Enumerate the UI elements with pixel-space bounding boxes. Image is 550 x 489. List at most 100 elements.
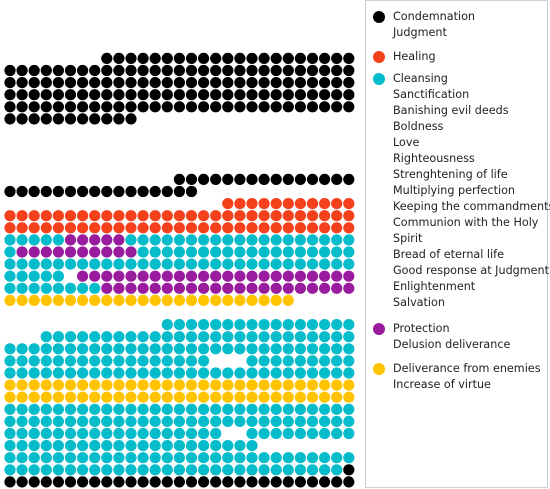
dot-mark	[185, 355, 198, 367]
dot-mark	[185, 258, 198, 270]
dot-mark	[113, 89, 125, 101]
dot-mark	[210, 415, 222, 427]
dot-mark	[101, 113, 113, 125]
legend-label: Condemnation	[393, 10, 476, 23]
dot-mark	[137, 415, 149, 427]
dot-mark	[64, 246, 77, 258]
dot-mark	[149, 391, 161, 403]
dot-mark	[306, 258, 319, 270]
dot-mark	[198, 101, 210, 113]
dot-mark	[294, 234, 306, 246]
dot-mark	[16, 64, 28, 77]
dot-mark	[77, 222, 89, 234]
dot-mark	[4, 343, 16, 355]
dot-mark	[77, 440, 89, 452]
dot-mark	[246, 476, 258, 488]
dot-mark	[198, 270, 210, 282]
dot-mark	[282, 222, 294, 234]
dot-mark	[258, 355, 270, 367]
dot-mark	[161, 355, 173, 367]
dot-mark	[113, 440, 125, 452]
dot-mark	[258, 198, 270, 210]
dot-mark	[343, 282, 355, 294]
dot-mark	[258, 391, 270, 403]
dot-mark	[113, 415, 125, 427]
dot-mark	[173, 367, 185, 379]
dot-mark	[331, 343, 343, 355]
dot-mark	[4, 367, 16, 379]
dot-mark	[210, 403, 222, 415]
dot-mark	[173, 89, 185, 101]
dot-mark	[198, 476, 210, 488]
dot-mark	[331, 270, 343, 282]
dot-mark	[222, 222, 234, 234]
dot-mark	[282, 270, 294, 282]
dot-mark	[294, 210, 306, 222]
dot-mark	[161, 77, 173, 89]
dot-mark	[246, 427, 258, 440]
dot-mark	[331, 52, 343, 64]
dot-mark	[101, 64, 113, 77]
dot-mark	[343, 101, 355, 113]
dot-mark	[40, 343, 52, 355]
dot-mark	[149, 294, 161, 306]
dot-mark	[246, 222, 258, 234]
dot-mark	[331, 415, 343, 427]
dot-mark	[137, 464, 149, 476]
dot-mark	[282, 282, 294, 294]
dot-mark	[246, 367, 258, 379]
dot-mark	[101, 476, 113, 488]
dot-mark	[161, 367, 173, 379]
dot-mark	[173, 173, 185, 185]
dot-mark	[161, 319, 173, 331]
dot-mark	[343, 331, 355, 343]
dot-mark	[52, 77, 64, 89]
dot-mark	[28, 343, 40, 355]
dot-mark	[89, 476, 101, 488]
dot-mark	[210, 77, 222, 89]
dot-mark	[294, 101, 306, 113]
dot-mark	[137, 403, 149, 415]
dot-mark	[28, 222, 40, 234]
dot-mark	[4, 210, 16, 222]
dot-mark	[210, 210, 222, 222]
dot-mark	[4, 391, 16, 403]
dot-mark	[319, 64, 331, 77]
dot-mark	[306, 173, 319, 185]
legend-label: Keeping the commandments	[393, 200, 550, 213]
dot-mark	[28, 77, 40, 89]
dot-mark	[319, 331, 331, 343]
dot-mark	[28, 270, 40, 282]
dot-mark	[270, 282, 282, 294]
dot-mark	[161, 185, 173, 198]
dot-mark	[161, 89, 173, 101]
dot-mark	[64, 294, 77, 306]
dot-mark	[270, 415, 282, 427]
dot-mark	[198, 89, 210, 101]
legend-row: Strenghtening of life	[366, 167, 549, 183]
dot-mark	[294, 415, 306, 427]
dot-mark	[77, 113, 89, 125]
dot-mark	[173, 403, 185, 415]
dot-mark	[294, 282, 306, 294]
dot-mark	[185, 101, 198, 113]
legend-label: Judgment	[393, 26, 447, 39]
dot-mark	[234, 403, 246, 415]
dot-mark	[198, 258, 210, 270]
dot-mark	[185, 464, 198, 476]
dot-mark	[222, 294, 234, 306]
dot-mark	[161, 464, 173, 476]
dot-mark	[246, 101, 258, 113]
dot-mark	[210, 464, 222, 476]
dot-mark	[331, 210, 343, 222]
dot-mark	[4, 270, 16, 282]
legend-label: Multiplying perfection	[393, 184, 516, 197]
dot-mark	[113, 64, 125, 77]
dot-mark	[198, 282, 210, 294]
dot-mark	[101, 343, 113, 355]
dot-mark	[40, 415, 52, 427]
dot-mark	[40, 391, 52, 403]
dot-mark	[4, 476, 16, 488]
dot-mark	[52, 210, 64, 222]
dot-mark	[28, 234, 40, 246]
